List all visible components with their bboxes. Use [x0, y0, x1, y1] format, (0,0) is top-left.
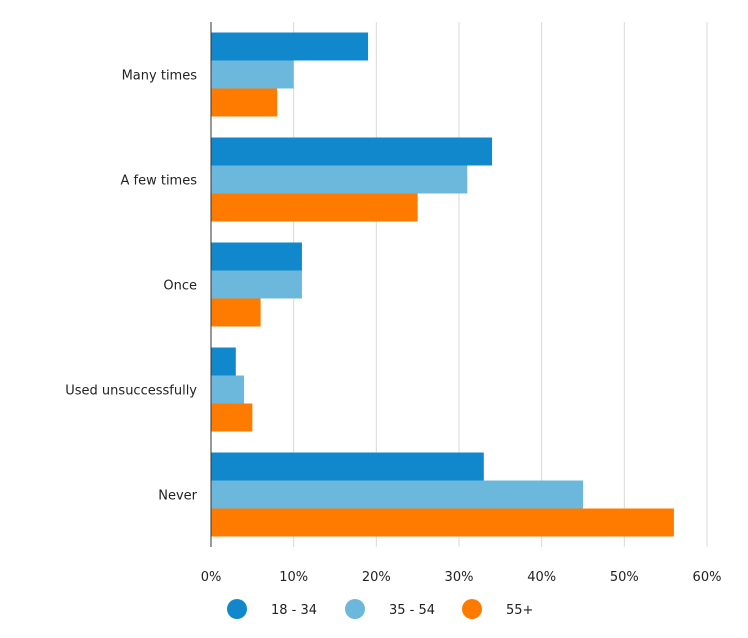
bar	[211, 32, 369, 61]
x-tick-label: 60%	[693, 570, 722, 585]
bar	[211, 375, 245, 404]
category-label: A few times	[120, 174, 197, 189]
bar	[211, 508, 674, 537]
bar	[211, 480, 583, 509]
category-labels: Many times A few times Once Used unsuccessf…	[65, 69, 197, 504]
legend: 18 - 34 35 - 54 55+	[227, 599, 533, 619]
bar	[211, 60, 294, 89]
legend-label: 18 - 34	[271, 603, 317, 618]
category-label: Many times	[122, 69, 198, 84]
legend-marker	[345, 599, 365, 619]
x-tick-label: 50%	[610, 570, 639, 585]
bar	[211, 347, 236, 376]
bar	[211, 403, 253, 432]
bar	[211, 165, 468, 194]
bars	[211, 32, 674, 537]
category-label: Used unsuccessfully	[65, 384, 197, 399]
x-tick-label: 30%	[445, 570, 474, 585]
bar	[211, 298, 261, 327]
bar	[211, 193, 418, 222]
category-label: Once	[163, 279, 197, 294]
bar	[211, 88, 278, 117]
legend-marker	[227, 599, 247, 619]
legend-label: 35 - 54	[389, 603, 435, 618]
category-label: Never	[158, 489, 197, 504]
x-tick-label: 10%	[279, 570, 308, 585]
bar	[211, 270, 302, 299]
bar	[211, 137, 493, 166]
x-tick-label: 40%	[527, 570, 556, 585]
bar	[211, 242, 302, 271]
x-tick-label: 0%	[201, 570, 222, 585]
bar	[211, 452, 484, 481]
legend-marker	[462, 599, 482, 619]
x-tick-labels: 0% 10% 20% 30% 40% 50% 60%	[201, 570, 722, 585]
x-tick-label: 20%	[362, 570, 391, 585]
legend-label: 55+	[506, 603, 533, 618]
